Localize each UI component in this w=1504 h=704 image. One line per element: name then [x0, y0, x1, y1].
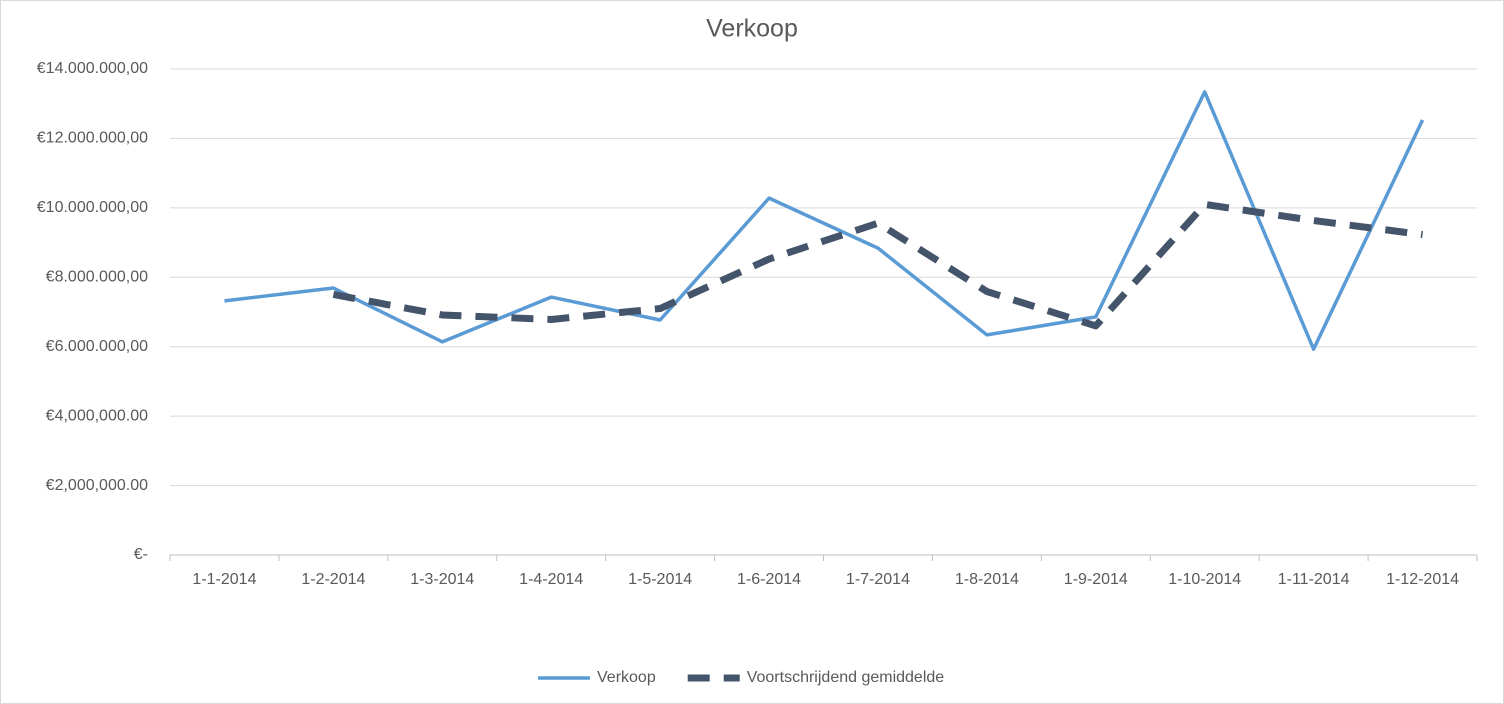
x-tick-label: 1-11-2014: [1278, 571, 1350, 588]
x-tick-label: 1-7-2014: [846, 571, 910, 588]
x-tick-label: 1-4-2014: [519, 571, 583, 588]
legend-label: Verkoop: [597, 669, 656, 686]
series-line: [332, 200, 1423, 330]
y-tick-label: €6.000.000,00: [46, 338, 148, 355]
x-tick-label: 1-12-2014: [1386, 571, 1459, 588]
y-tick-label: €10.000.000,00: [37, 199, 148, 216]
x-tick-label: 1-6-2014: [737, 571, 801, 588]
x-tick-label: 1-2-2014: [301, 571, 365, 588]
y-tick-label: €14.000.000,00: [37, 60, 148, 77]
x-tick-label: 1-1-2014: [192, 571, 256, 588]
chart-title: Verkoop: [706, 15, 798, 43]
x-tick-label: 1-3-2014: [410, 571, 474, 588]
series-line: [224, 90, 1425, 351]
x-tick-label: 1-9-2014: [1064, 571, 1128, 588]
y-tick-label: €4,000,000.00: [46, 407, 148, 424]
x-tick-label: 1-5-2014: [628, 571, 692, 588]
y-tick-label: €8.000.000,00: [46, 269, 148, 286]
y-tick-label: €12.000.000,00: [37, 130, 148, 147]
x-tick-label: 1-8-2014: [955, 571, 1019, 588]
y-tick-label: €-: [134, 546, 148, 563]
x-tick-label: 1-10-2014: [1168, 571, 1241, 588]
legend-label: Voortschrijdend gemiddelde: [747, 669, 945, 686]
y-tick-label: €2,000,000.00: [46, 477, 148, 494]
